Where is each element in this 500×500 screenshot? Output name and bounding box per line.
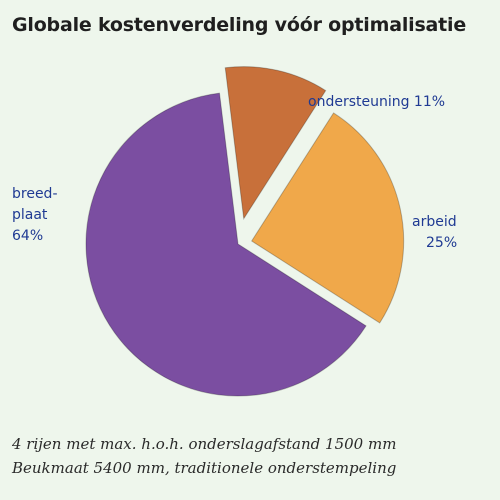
caption: 4 rijen met max. h.o.h. onderslagafstand… xyxy=(12,432,396,480)
label-breedplaat: breed- plaat 64% xyxy=(12,184,58,247)
pie-slice-arbeid xyxy=(250,112,405,324)
pie-slice-ondersteuning xyxy=(224,66,327,221)
chart-title: Globale kostenverdeling vóór optimalisat… xyxy=(12,14,467,36)
label-breedplaat-percent: 64% xyxy=(12,228,44,244)
pie-slice-breedplaat xyxy=(85,92,367,397)
label-arbeid: arbeid 25% xyxy=(412,212,457,254)
caption-line2: Beukmaat 5400 mm, traditionele onderstem… xyxy=(12,459,397,477)
caption-line1: 4 rijen met max. h.o.h. onderslagafstand… xyxy=(12,435,397,453)
label-ondersteuning: ondersteuning 11% xyxy=(308,92,445,113)
label-breedplaat-line1: breed- xyxy=(12,186,58,202)
label-ondersteuning-text: ondersteuning 11% xyxy=(308,94,446,110)
label-breedplaat-line2: plaat xyxy=(12,207,48,223)
label-arbeid-name: arbeid xyxy=(412,214,457,230)
label-arbeid-percent: 25% xyxy=(426,235,458,251)
